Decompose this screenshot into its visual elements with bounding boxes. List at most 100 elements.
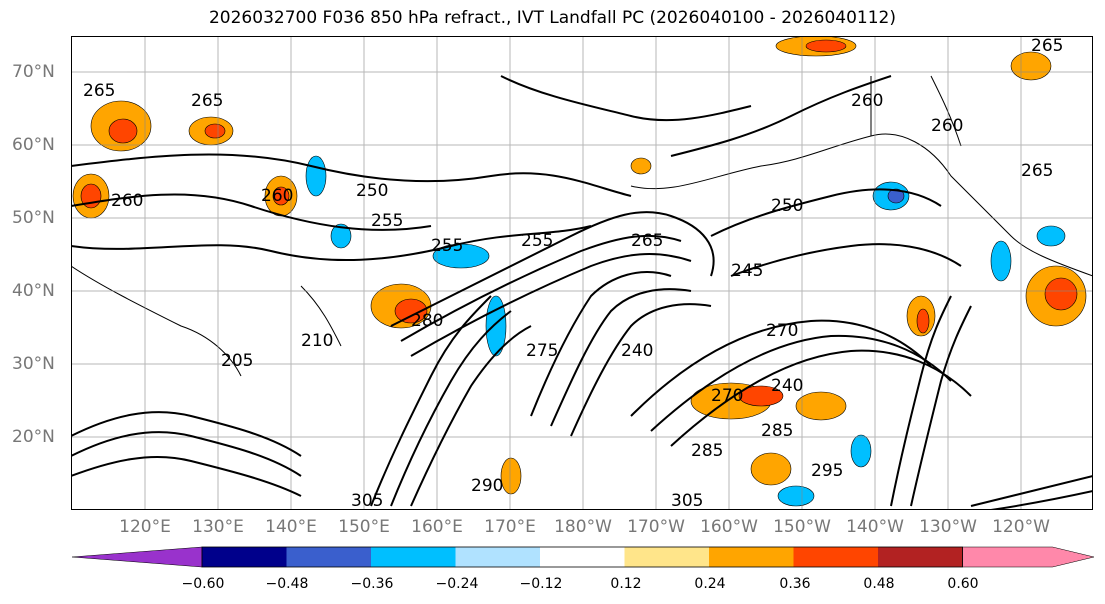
- contour-label: 260: [931, 116, 963, 136]
- contour-line: [71, 411, 302, 457]
- colorbar-tick-label: 0.36: [779, 576, 811, 592]
- map-frame: [71, 36, 1093, 510]
- colorbar-segment: [540, 547, 625, 567]
- contour-label: 275: [526, 341, 558, 361]
- contour-label: 265: [1021, 161, 1053, 181]
- contour-label: 305: [351, 491, 383, 510]
- colorbar-outline: [201, 546, 963, 568]
- contour-line: [890, 295, 952, 507]
- lat-label: 20°N: [12, 427, 55, 447]
- contour-line: [670, 349, 972, 447]
- anomaly-patch: [1044, 277, 1078, 311]
- colorbar-segment: [878, 547, 963, 567]
- contour-line: [990, 490, 1093, 510]
- contour-line: [370, 295, 492, 507]
- colorbar-segment: [709, 547, 794, 567]
- contour-labels: 265 265 260 265 260 260 260 255 255 255 250 265 245 2…: [83, 36, 1063, 510]
- contour-label: 290: [471, 476, 503, 496]
- contour-line: [71, 431, 302, 477]
- anomaly-patch: [850, 434, 872, 468]
- contour-label: 260: [111, 191, 143, 211]
- colorbar-tick-label: −0.12: [519, 576, 563, 592]
- contour-line: [970, 475, 1093, 507]
- refractivity-contours: [71, 75, 1093, 510]
- colorbar-extend-high: [962, 546, 1095, 568]
- lon-label: 120°E: [119, 517, 171, 537]
- anomaly-patch: [805, 39, 847, 53]
- colorbar-segment: [793, 547, 878, 567]
- contour-label: 245: [731, 261, 763, 281]
- anomaly-patch: [108, 118, 138, 144]
- anomaly-patch: [272, 186, 290, 206]
- colorbar-tick-label: −0.48: [265, 576, 309, 592]
- lon-label: 180°W: [554, 517, 612, 537]
- contour-line: [71, 153, 632, 197]
- lon-label: 130°E: [192, 517, 244, 537]
- contour-label: 240: [621, 341, 653, 361]
- contour-label: 280: [411, 311, 443, 331]
- lat-lon-grid: [71, 36, 1093, 510]
- anomaly-patch: [1010, 51, 1052, 81]
- contour-label: 260: [261, 186, 293, 206]
- anomaly-patch: [500, 457, 522, 495]
- contour-label: 305: [671, 491, 703, 510]
- contour-line: [410, 325, 532, 507]
- anomaly-patch: [394, 298, 428, 324]
- contour-label: 240: [771, 376, 803, 396]
- contour-label: 265: [1031, 36, 1063, 56]
- colorbar-extend-low: [71, 546, 203, 568]
- contour-line: [550, 288, 692, 427]
- lon-label: 160°E: [411, 517, 463, 537]
- contour-label: 265: [83, 81, 115, 101]
- map-background: [71, 36, 1093, 510]
- contour-line: [71, 225, 592, 262]
- anomaly-patch: [485, 295, 507, 357]
- colorbar-tick-label: −0.24: [435, 576, 479, 592]
- contour-line: [670, 75, 892, 157]
- contour-line: [71, 456, 302, 497]
- lat-label: 50°N: [12, 208, 55, 228]
- contour-label: 295: [811, 461, 843, 481]
- colorbar: [71, 546, 1095, 568]
- contour-label: 285: [761, 421, 793, 441]
- contour-label: 210: [301, 331, 333, 351]
- contour-line: [410, 253, 692, 357]
- contour-line: [630, 319, 932, 417]
- lon-label: 150°E: [338, 517, 390, 537]
- contour-label: 265: [631, 231, 663, 251]
- contour-label: 270: [711, 386, 743, 406]
- contour-line: [400, 234, 682, 342]
- anomaly-patch: [1036, 225, 1066, 247]
- colorbar-segment: [455, 547, 540, 567]
- lon-label: 140°W: [846, 517, 904, 537]
- contour-label: 250: [356, 181, 388, 201]
- colorbar-tick-label: 0.12: [610, 576, 642, 592]
- anomaly-patch: [305, 155, 327, 197]
- anomaly-patch: [204, 123, 226, 139]
- contour-label: 265: [191, 91, 223, 111]
- contour-label: 270: [766, 321, 798, 341]
- lon-label: 170°E: [484, 517, 536, 537]
- anomaly-patch: [990, 240, 1012, 282]
- anomaly-patch: [777, 485, 815, 507]
- anomaly-patch: [916, 308, 930, 334]
- contour-line: [730, 243, 962, 277]
- contour-label: 260: [851, 91, 883, 111]
- colorbar-segment: [202, 547, 287, 567]
- lat-label: 70°N: [12, 62, 55, 82]
- anomaly-patch: [750, 452, 792, 486]
- contour-line: [570, 303, 712, 437]
- anomaly-patch: [795, 391, 847, 421]
- colorbar-segment: [286, 547, 371, 567]
- contour-line: [390, 211, 715, 327]
- contour-label: 255: [431, 236, 463, 256]
- contour-line: [710, 188, 942, 237]
- lat-label: 40°N: [12, 281, 55, 301]
- colorbar-tick-label: 0.60: [947, 576, 979, 592]
- contour-line: [650, 334, 952, 432]
- lon-label: 160°W: [700, 517, 758, 537]
- anomaly-patch: [330, 223, 352, 249]
- lat-label: 30°N: [12, 354, 55, 374]
- lon-label: 150°W: [773, 517, 831, 537]
- contour-line: [500, 75, 752, 122]
